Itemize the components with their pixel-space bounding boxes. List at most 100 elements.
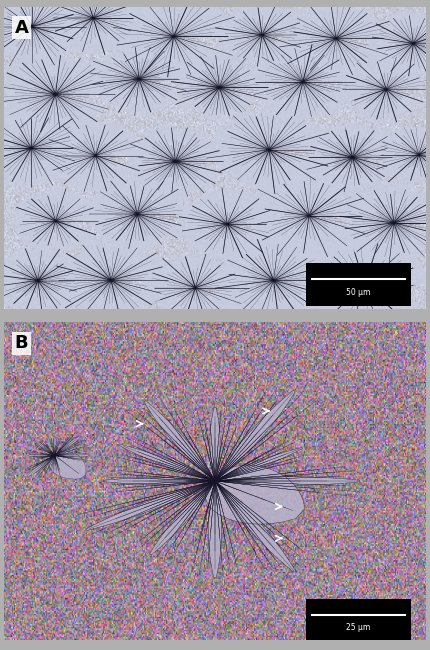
Polygon shape <box>68 125 95 155</box>
Polygon shape <box>191 60 219 88</box>
Polygon shape <box>242 6 262 35</box>
Polygon shape <box>218 476 359 486</box>
Polygon shape <box>283 216 309 253</box>
Polygon shape <box>388 155 419 189</box>
Polygon shape <box>262 6 290 35</box>
Polygon shape <box>0 148 31 171</box>
Polygon shape <box>4 257 38 281</box>
Polygon shape <box>32 0 82 27</box>
Polygon shape <box>55 280 111 294</box>
Polygon shape <box>353 246 377 285</box>
Polygon shape <box>256 235 280 280</box>
Polygon shape <box>219 53 247 88</box>
Polygon shape <box>292 38 336 72</box>
Polygon shape <box>31 114 68 148</box>
Polygon shape <box>344 157 361 192</box>
Polygon shape <box>309 216 347 255</box>
Polygon shape <box>187 218 227 230</box>
Polygon shape <box>0 87 55 101</box>
Polygon shape <box>174 5 228 36</box>
Polygon shape <box>35 440 55 455</box>
Polygon shape <box>111 280 138 318</box>
Polygon shape <box>184 253 206 288</box>
Polygon shape <box>219 88 257 105</box>
Polygon shape <box>9 148 31 189</box>
Polygon shape <box>413 30 430 44</box>
Polygon shape <box>32 27 72 64</box>
Polygon shape <box>411 155 427 181</box>
Polygon shape <box>203 59 219 88</box>
Polygon shape <box>174 36 216 80</box>
Polygon shape <box>130 129 222 194</box>
Polygon shape <box>38 256 66 281</box>
Polygon shape <box>262 22 305 35</box>
Polygon shape <box>336 23 387 38</box>
Polygon shape <box>273 256 321 280</box>
Polygon shape <box>86 482 212 530</box>
Polygon shape <box>109 27 174 46</box>
Polygon shape <box>0 14 32 27</box>
Polygon shape <box>386 62 430 89</box>
Polygon shape <box>31 148 51 185</box>
Polygon shape <box>0 148 31 186</box>
Polygon shape <box>258 5 275 35</box>
Polygon shape <box>156 127 175 161</box>
Polygon shape <box>95 155 122 185</box>
Polygon shape <box>273 280 300 323</box>
Polygon shape <box>309 157 353 168</box>
Polygon shape <box>375 141 419 155</box>
Polygon shape <box>216 483 295 572</box>
Polygon shape <box>175 143 215 161</box>
Polygon shape <box>93 3 140 18</box>
Polygon shape <box>146 0 174 36</box>
Polygon shape <box>17 94 55 138</box>
Polygon shape <box>222 189 242 224</box>
Polygon shape <box>55 56 99 94</box>
Polygon shape <box>276 82 303 120</box>
Polygon shape <box>38 269 83 281</box>
Polygon shape <box>294 82 312 119</box>
Polygon shape <box>55 253 111 280</box>
Polygon shape <box>113 214 137 248</box>
Polygon shape <box>218 447 303 480</box>
Polygon shape <box>50 18 93 32</box>
Polygon shape <box>311 268 365 285</box>
Polygon shape <box>269 104 298 150</box>
Polygon shape <box>324 285 365 330</box>
Polygon shape <box>3 94 55 130</box>
Polygon shape <box>0 264 38 281</box>
Polygon shape <box>226 274 273 287</box>
Polygon shape <box>254 82 303 94</box>
Polygon shape <box>356 89 386 123</box>
Polygon shape <box>128 161 175 178</box>
Polygon shape <box>85 201 137 214</box>
Polygon shape <box>303 68 357 82</box>
Polygon shape <box>95 155 132 179</box>
Polygon shape <box>11 190 101 253</box>
Polygon shape <box>40 94 61 136</box>
Polygon shape <box>128 214 147 252</box>
Polygon shape <box>89 73 139 85</box>
Polygon shape <box>20 53 55 94</box>
Polygon shape <box>45 187 66 221</box>
Polygon shape <box>386 89 412 118</box>
Polygon shape <box>110 9 174 36</box>
Polygon shape <box>365 285 401 325</box>
Polygon shape <box>273 240 320 280</box>
Polygon shape <box>48 221 64 247</box>
Polygon shape <box>255 114 274 150</box>
Polygon shape <box>336 73 386 89</box>
Polygon shape <box>314 157 353 176</box>
Polygon shape <box>87 280 111 314</box>
Polygon shape <box>376 56 396 89</box>
Polygon shape <box>190 196 227 224</box>
Polygon shape <box>310 38 336 75</box>
Polygon shape <box>49 451 86 479</box>
Polygon shape <box>419 131 430 155</box>
Polygon shape <box>58 155 95 179</box>
Polygon shape <box>227 122 269 150</box>
Polygon shape <box>365 265 428 285</box>
Polygon shape <box>118 42 139 79</box>
Polygon shape <box>394 190 420 223</box>
Polygon shape <box>386 62 410 89</box>
